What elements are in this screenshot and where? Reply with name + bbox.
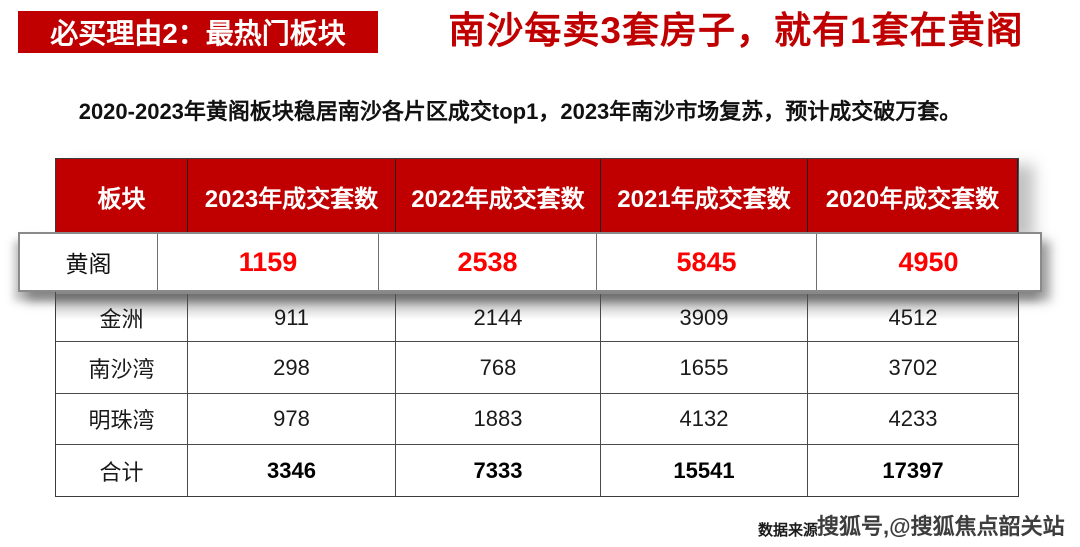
transactions-table: 板块 2023年成交套数 2022年成交套数 2021年成交套数 2020年成交… (55, 158, 1019, 497)
cell-2023: 3346 (188, 445, 396, 496)
header-cell-2020: 2020年成交套数 (808, 159, 1018, 233)
table-header-row: 板块 2023年成交套数 2022年成交套数 2021年成交套数 2020年成交… (56, 159, 1018, 233)
cell-2023: 978 (188, 394, 396, 444)
header-cell-2022: 2022年成交套数 (396, 159, 601, 233)
cell-2020: 17397 (882, 457, 944, 483)
highlight-row-label: 黄阁 (20, 234, 158, 290)
table-row-mingzhuwan: 明珠湾 978 1883 4132 4233 (56, 393, 1018, 444)
row-label: 南沙湾 (56, 342, 188, 393)
table-row-total: 合计 3346 7333 15541 17397 (56, 444, 1018, 496)
reason-banner: 必买理由2：最热门板块 (18, 11, 378, 53)
highlight-cell-2022: 2538 (379, 234, 597, 290)
cell-2022: 768 (396, 342, 601, 393)
watermark-text: 搜狐号,@搜狐焦点韶关站 (817, 514, 1065, 539)
table-row-nanshawan: 南沙湾 298 768 1655 3702 (56, 341, 1018, 393)
cell-2023: 911 (188, 294, 396, 341)
cell-2021: 3909 (601, 294, 808, 341)
cell-2021: 4132 (601, 394, 808, 444)
header-cell-plate: 板块 (56, 159, 188, 233)
header-cell-2023: 2023年成交套数 (188, 159, 396, 233)
cell-2023: 298 (188, 342, 396, 393)
highlight-cell-2023: 1159 (158, 234, 379, 290)
cell-2021: 15541 (601, 445, 808, 496)
data-source-label: 数据来源 (758, 522, 819, 539)
cell-2022: 2144 (396, 294, 601, 341)
header-cell-2021: 2021年成交套数 (601, 159, 808, 233)
cell-2020: 4512 (888, 304, 938, 330)
page-title: 南沙每卖3套房子，就有1套在黄阁 (448, 10, 1024, 51)
cell-2021: 1655 (601, 342, 808, 393)
cell-2022: 1883 (396, 394, 601, 444)
row-label: 合计 (56, 445, 188, 496)
row-label: 金洲 (56, 294, 188, 341)
table-row-jinzhou: 金洲 911 2144 3909 4512 (56, 294, 1018, 341)
cell-2020: 4233 (888, 406, 938, 431)
highlight-cell-2021: 5845 (597, 234, 817, 290)
subtitle: 2020-2023年黄阁板块稳居南沙各片区成交top1，2023年南沙市场复苏，… (78, 99, 962, 124)
cell-2020: 3702 (888, 354, 938, 380)
row-label: 明珠湾 (56, 394, 188, 444)
reason-banner-label: 必买理由2：最热门板块 (50, 18, 346, 49)
highlight-cell-2020: 4950 (898, 246, 959, 277)
cell-2022: 7333 (396, 445, 601, 496)
highlight-row-huangge: 黄阁 1159 2538 5845 4950 (18, 232, 1042, 292)
